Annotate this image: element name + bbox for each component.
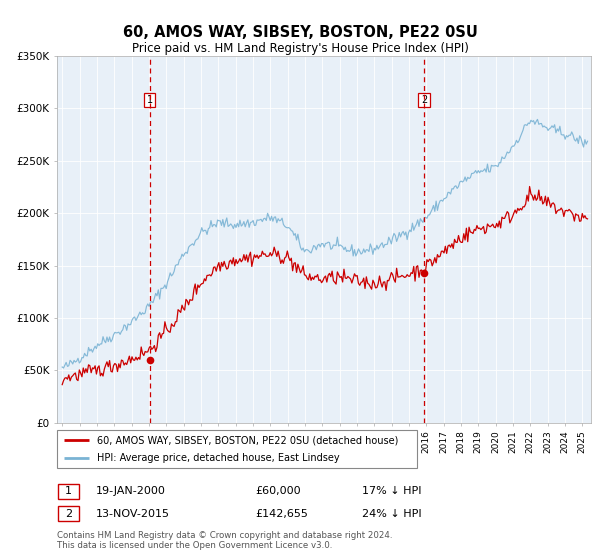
Text: 60, AMOS WAY, SIBSEY, BOSTON, PE22 0SU: 60, AMOS WAY, SIBSEY, BOSTON, PE22 0SU [122, 25, 478, 40]
Text: 24% ↓ HPI: 24% ↓ HPI [362, 508, 422, 519]
Text: Contains HM Land Registry data © Crown copyright and database right 2024.
This d: Contains HM Land Registry data © Crown c… [57, 530, 392, 550]
Text: 2: 2 [421, 95, 427, 105]
Text: £142,655: £142,655 [256, 508, 308, 519]
Text: 2: 2 [65, 508, 72, 519]
Text: £60,000: £60,000 [256, 486, 301, 496]
Text: 17% ↓ HPI: 17% ↓ HPI [362, 486, 422, 496]
Text: HPI: Average price, detached house, East Lindsey: HPI: Average price, detached house, East… [97, 453, 339, 463]
Text: 13-NOV-2015: 13-NOV-2015 [96, 508, 170, 519]
Text: 1: 1 [65, 486, 72, 496]
Text: 1: 1 [146, 95, 153, 105]
Text: Price paid vs. HM Land Registry's House Price Index (HPI): Price paid vs. HM Land Registry's House … [131, 42, 469, 55]
Text: 60, AMOS WAY, SIBSEY, BOSTON, PE22 0SU (detached house): 60, AMOS WAY, SIBSEY, BOSTON, PE22 0SU (… [97, 435, 398, 445]
Text: 19-JAN-2000: 19-JAN-2000 [96, 486, 166, 496]
